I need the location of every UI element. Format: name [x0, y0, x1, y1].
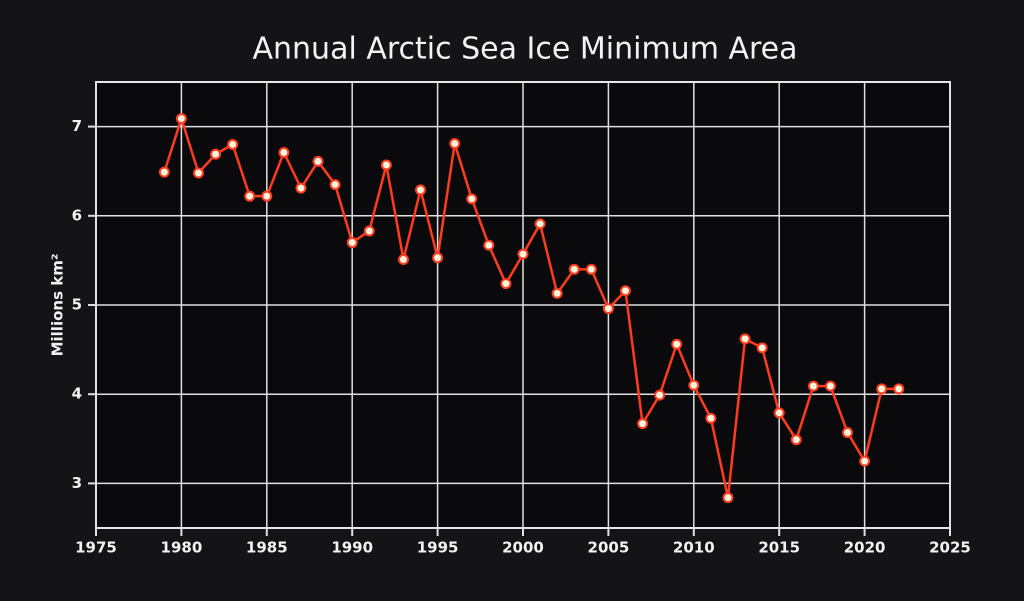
x-tick-label: 2015: [758, 539, 800, 557]
data-point: [346, 237, 358, 249]
data-point: [790, 434, 802, 446]
x-tick-label: 1985: [246, 539, 288, 557]
x-tick-label: 2000: [502, 539, 544, 557]
x-tick-label: 2020: [844, 539, 886, 557]
data-point: [432, 252, 444, 264]
series-line: [163, 114, 899, 498]
data-point: [175, 113, 187, 125]
data-point: [158, 166, 170, 178]
y-tick-label: 6: [72, 206, 82, 224]
data-point: [637, 418, 649, 430]
data-point: [824, 380, 836, 392]
data-point: [312, 155, 324, 167]
data-point: [534, 218, 546, 230]
data-point: [807, 380, 819, 392]
x-tick-label: 1995: [417, 539, 459, 557]
y-tick-label: 7: [72, 117, 82, 135]
data-point: [466, 193, 478, 205]
data-point: [739, 333, 751, 345]
x-tick-label: 1975: [75, 539, 117, 557]
data-point: [773, 407, 785, 419]
y-axis-label: Millions km²: [49, 254, 67, 357]
data-point: [295, 182, 307, 194]
data-point: [859, 455, 871, 467]
data-point: [876, 383, 888, 395]
data-point: [449, 138, 461, 150]
data-point: [585, 263, 597, 275]
chart-title: Annual Arctic Sea Ice Minimum Area: [253, 32, 798, 67]
y-tick-label: 5: [72, 296, 82, 314]
data-point: [756, 342, 768, 354]
x-tick-label: 2005: [588, 539, 630, 557]
data-point: [261, 190, 273, 202]
data-point: [192, 167, 204, 179]
data-point: [619, 285, 631, 297]
x-tick-label: 2025: [929, 539, 971, 557]
data-point: [671, 338, 683, 350]
data-point: [244, 190, 256, 202]
data-point: [722, 492, 734, 504]
data-point: [380, 159, 392, 171]
y-tick-label: 4: [72, 385, 82, 403]
data-point: [654, 389, 666, 401]
data-point: [893, 383, 905, 395]
data-point: [227, 138, 239, 150]
data-point: [517, 248, 529, 260]
data-point: [210, 148, 222, 160]
data-point: [329, 179, 341, 191]
data-point: [500, 278, 512, 290]
x-tick-label: 1990: [331, 539, 373, 557]
data-point: [688, 379, 700, 391]
data-point: [415, 184, 427, 196]
x-tick-label: 2010: [673, 539, 715, 557]
data-point: [568, 263, 580, 275]
data-point: [483, 239, 495, 251]
data-point: [278, 146, 290, 158]
data-point: [363, 225, 375, 237]
data-point: [397, 254, 409, 266]
data-point: [705, 412, 717, 424]
x-tick-label: 1980: [161, 539, 203, 557]
data-point: [842, 427, 854, 439]
data-point: [602, 303, 614, 315]
data-point: [551, 287, 563, 299]
y-tick-label: 3: [72, 474, 82, 492]
